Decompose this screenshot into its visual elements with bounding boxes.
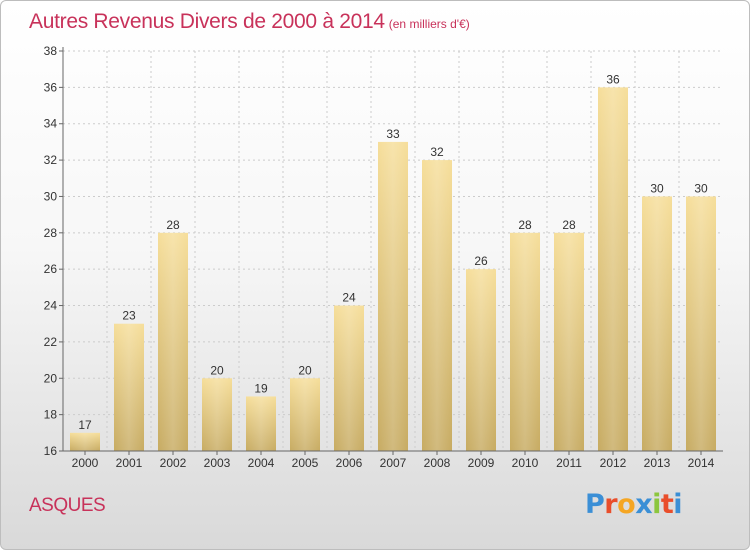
x-tick-label: 2004 [248,456,275,470]
bar-highlight [158,232,188,451]
bar-highlight [334,305,364,451]
y-tick-label: 30 [44,189,58,203]
logo-letter: t [660,489,674,520]
y-tick-label: 18 [44,408,58,422]
x-tick-label: 2014 [688,456,715,470]
y-tick-label: 28 [44,226,58,240]
value-label: 26 [474,254,488,268]
value-label: 20 [298,363,312,377]
value-labels: 17 23 28 20 19 20 24 33 32 26 28 28 36 30 30 [78,72,708,431]
value-label: 28 [518,218,532,232]
bar-highlight [378,141,408,451]
bar-highlight [114,323,144,451]
bar-highlight [686,196,716,451]
y-tick-label: 24 [44,299,58,313]
chart-title: Autres Revenus Divers de 2000 à 2014 (en … [29,10,470,34]
bar-highlight [70,432,100,451]
y-tick-label: 36 [44,80,58,94]
place-name: ASQUES [29,495,106,516]
bars [70,87,716,451]
chart-title-text: Autres Revenus Divers de 2000 à 2014 [29,10,385,33]
x-tick-label: 2003 [204,456,231,470]
bar-highlight [290,378,320,451]
logo-letter: o [617,489,636,520]
y-tick-label: 26 [44,262,58,276]
value-label: 33 [386,127,400,141]
value-label: 23 [122,309,136,323]
y-tick-label: 38 [44,44,58,58]
x-tick-label: 2007 [380,456,407,470]
value-label: 19 [254,381,268,395]
y-tick-label: 22 [44,335,58,349]
x-tick-label: 2010 [512,456,539,470]
y-tick-label: 16 [44,444,58,458]
value-label: 28 [166,218,180,232]
x-tick-label: 2000 [72,456,99,470]
logo-letter: P [585,489,605,520]
x-tick-label: 2001 [116,456,143,470]
x-tick-label: 2009 [468,456,495,470]
bar-highlight [598,87,628,451]
value-label: 28 [562,218,576,232]
bar-highlight [466,269,496,451]
y-tick-label: 32 [44,153,58,167]
axes: 16 18 20 22 24 26 28 30 32 34 36 38 2000 2001 2002 2003… [44,44,723,470]
x-tick-label: 2012 [600,456,627,470]
bar-highlight [422,160,452,451]
logo-letter: i [652,489,661,520]
logo-letter: x [635,489,653,520]
bar-highlight [642,196,672,451]
x-tick-label: 2008 [424,456,451,470]
y-tick-label: 34 [44,117,58,131]
chart-subtitle: (en milliers d'€) [388,17,470,31]
x-tick-label: 2005 [292,456,319,470]
x-tick-label: 2013 [644,456,671,470]
logo-letter: i [673,489,683,520]
value-label: 24 [342,291,356,305]
bar-highlight [510,232,540,451]
x-tick-label: 2006 [336,456,363,470]
bar-highlight [246,396,276,451]
value-label: 32 [430,145,444,159]
bar-highlight [202,378,232,451]
value-label: 36 [606,72,620,86]
logo-letter: r [604,489,618,520]
bar-highlight [554,232,584,451]
y-tick-label: 20 [44,371,58,385]
value-label: 30 [650,181,664,195]
value-label: 20 [210,363,224,377]
value-label: 30 [694,181,708,195]
value-label: 17 [78,418,92,432]
proxiti-logo: Proxiti [585,489,683,520]
x-tick-label: 2002 [160,456,187,470]
x-tick-label: 2011 [556,456,582,470]
